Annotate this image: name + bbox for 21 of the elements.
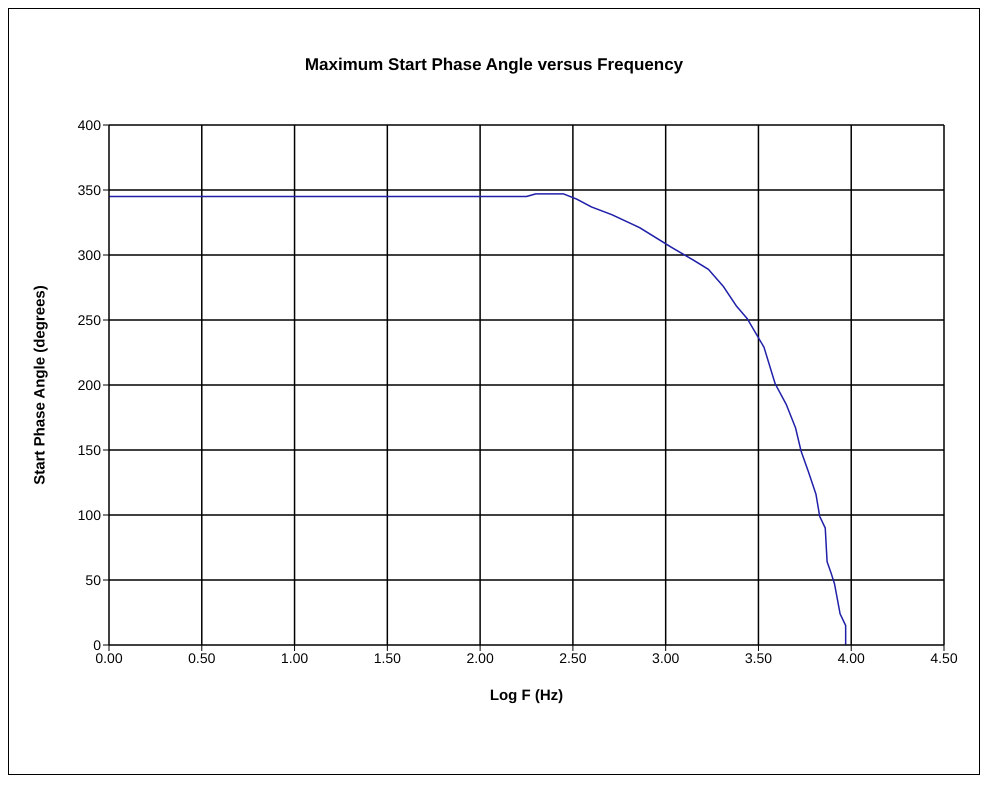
- y-tick-label: 300: [78, 246, 102, 263]
- x-tick-label: 4.00: [838, 650, 866, 666]
- x-tick-label: 3.00: [652, 650, 680, 666]
- x-tick-label: 0.50: [188, 650, 216, 666]
- x-tick-label: 1.00: [280, 650, 308, 666]
- y-tick-label: 50: [85, 572, 102, 588]
- x-tick-label: 4.50: [930, 650, 958, 666]
- y-tick-label: 250: [78, 312, 102, 328]
- y-tick-label: 150: [78, 442, 102, 458]
- y-tick-label: 200: [78, 376, 102, 393]
- x-tick-label: 3.50: [744, 650, 772, 666]
- x-axis-title: Log F (Hz): [490, 687, 564, 704]
- y-tick-label: 350: [78, 182, 102, 198]
- x-tick-label: 2.50: [559, 650, 587, 666]
- y-axis-title: Start Phase Angle (degrees): [31, 285, 48, 485]
- x-tick-label: 1.50: [374, 650, 402, 666]
- line-series: [109, 193, 846, 645]
- x-tick-label: 2.00: [466, 650, 494, 666]
- y-tick-label: 100: [78, 506, 102, 523]
- y-tick-label: 400: [78, 116, 102, 133]
- chart-title: Maximum Start Phase Angle versus Frequency: [304, 55, 684, 75]
